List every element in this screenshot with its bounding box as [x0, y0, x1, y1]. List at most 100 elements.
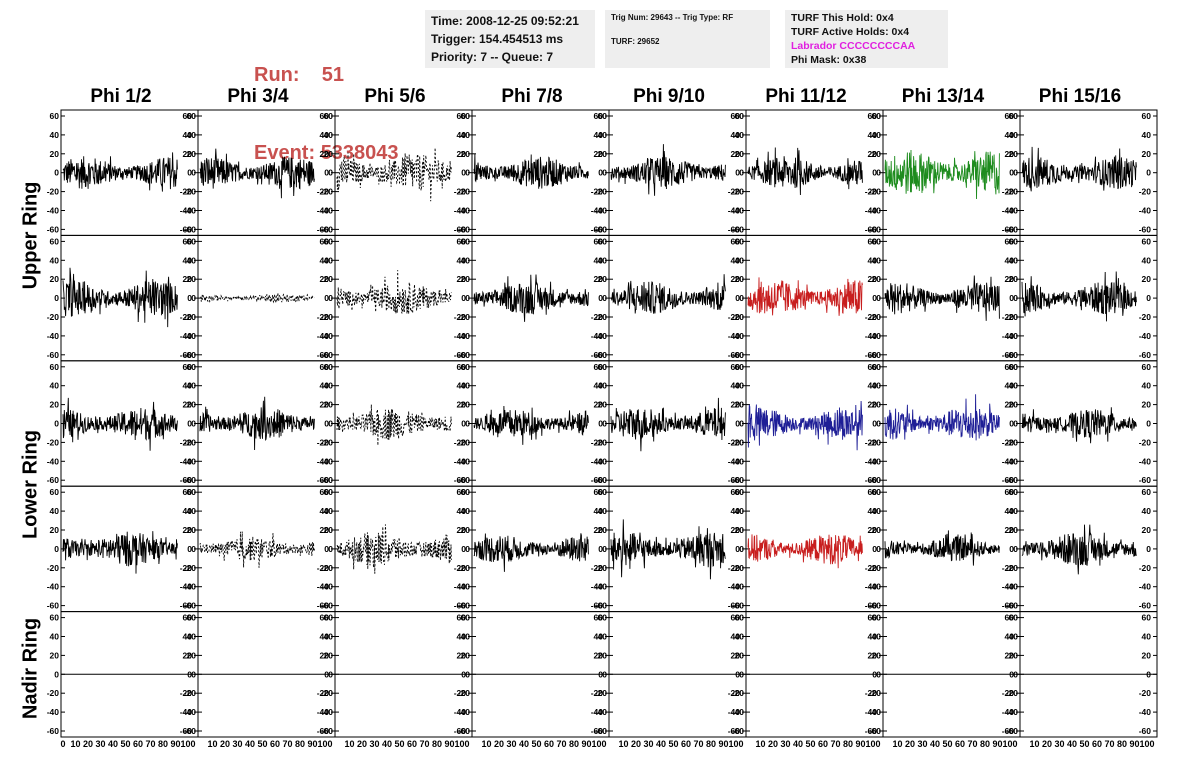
y-tick-label-left: -60 [458, 350, 471, 360]
time-info-box: Time: 2008-12-25 09:52:21 Trigger: 154.4… [425, 10, 595, 68]
y-tick-label-left: 60 [461, 236, 471, 246]
y-tick-label-right: 20 [868, 400, 878, 410]
y-tick-label-left: 60 [1009, 236, 1019, 246]
y-tick-label-left: -20 [184, 563, 197, 573]
y-tick-label-right: -40 [865, 456, 878, 466]
y-tick-label-right: 0 [872, 419, 877, 429]
y-tick-label-right: 20 [594, 525, 604, 535]
y-tick-label-left: 0 [328, 419, 333, 429]
y-tick-label-left: 40 [598, 506, 608, 516]
y-tick-label-right: -20 [180, 187, 193, 197]
y-tick-label-right: 60 [594, 613, 604, 623]
y-tick-label-right: 60 [594, 111, 604, 121]
y-tick-label-left: -60 [321, 350, 334, 360]
y-tick-label-left: 20 [735, 149, 745, 159]
y-tick-label-right: 20 [457, 525, 467, 535]
y-tick-label-right: -20 [591, 312, 604, 322]
y-tick-label-left: -40 [1006, 582, 1019, 592]
x-tick-label: 30 [917, 739, 927, 749]
y-tick-label-right: 60 [320, 613, 330, 623]
y-tick-label-right: 0 [1009, 544, 1014, 554]
y-tick-label-right: -20 [865, 437, 878, 447]
x-tick-label: 20 [631, 739, 641, 749]
y-tick-label-left: -20 [869, 187, 882, 197]
y-tick-label-left: 20 [324, 400, 334, 410]
y-tick-label-left: -60 [732, 601, 745, 611]
x-tick-label: 70 [1104, 739, 1114, 749]
y-tick-label-left: 0 [328, 168, 333, 178]
y-tick-label-right: -60 [1002, 726, 1015, 736]
y-tick-label-right: -20 [1139, 187, 1152, 197]
y-tick-label-right: -60 [865, 601, 878, 611]
y-tick-label-left: -60 [321, 726, 334, 736]
y-tick-label-left: 0 [602, 168, 607, 178]
y-tick-label-right: 60 [183, 236, 193, 246]
y-tick-label-left: 60 [324, 487, 334, 497]
y-tick-label-right: 20 [868, 525, 878, 535]
y-tick-label-right: 60 [1142, 487, 1152, 497]
y-tick-label-left: -20 [321, 688, 334, 698]
y-tick-label-left: -20 [458, 688, 471, 698]
y-tick-label-left: -40 [184, 456, 197, 466]
y-tick-label-right: -40 [1139, 582, 1152, 592]
y-tick-label-left: 20 [50, 400, 60, 410]
waveform-trace [1021, 407, 1137, 444]
x-tick-label: 70 [693, 739, 703, 749]
y-tick-label-right: -40 [591, 582, 604, 592]
y-tick-label-right: -60 [591, 224, 604, 234]
y-tick-label-left: 20 [461, 400, 471, 410]
y-tick-label-left: 0 [54, 419, 59, 429]
y-tick-label-left: 60 [324, 111, 334, 121]
waveform-trace [336, 524, 452, 574]
x-tick-label: 40 [656, 739, 666, 749]
y-tick-label-left: -20 [595, 187, 608, 197]
waveform-trace [1021, 524, 1137, 575]
waveform-trace [199, 531, 315, 568]
turf-this-hold-text: TURF This Hold: 0x4 [791, 12, 894, 24]
y-tick-label-right: 0 [1146, 168, 1151, 178]
y-tick-label-right: 0 [324, 168, 329, 178]
x-tick-label: 80 [980, 739, 990, 749]
x-tick-label: 90 [992, 739, 1002, 749]
y-tick-label-left: 0 [876, 669, 881, 679]
y-tick-label-right: 0 [1146, 293, 1151, 303]
y-tick-label-right: -20 [865, 688, 878, 698]
x-tick-label: 10 [70, 739, 80, 749]
y-tick-label-left: 60 [872, 487, 882, 497]
y-tick-label-right: -60 [728, 726, 741, 736]
y-tick-label-left: 40 [50, 506, 60, 516]
x-tick-label: 10 [207, 739, 217, 749]
labrador-text: Labrador CCCCCCCCAA [791, 40, 916, 52]
y-tick-label-left: 40 [598, 130, 608, 140]
y-tick-label-left: -40 [321, 456, 334, 466]
y-tick-label-left: 0 [328, 669, 333, 679]
y-tick-label-left: 0 [876, 293, 881, 303]
x-tick-label: 90 [444, 739, 454, 749]
y-tick-label-right: 0 [1009, 419, 1014, 429]
x-tick-label: 100 [180, 739, 195, 749]
y-tick-label-right: -60 [1139, 350, 1152, 360]
y-tick-label-right: -40 [1139, 707, 1152, 717]
waveform-trace [62, 531, 178, 574]
y-tick-label-right: 20 [320, 274, 330, 284]
y-tick-label-left: 20 [872, 525, 882, 535]
y-tick-label-left: 40 [50, 255, 60, 265]
y-tick-label-right: -40 [1002, 206, 1015, 216]
y-tick-label-right: 0 [324, 544, 329, 554]
x-tick-label: 70 [967, 739, 977, 749]
y-tick-label-left: -60 [184, 224, 197, 234]
y-tick-label-right: 60 [1142, 613, 1152, 623]
turf-num-text: TURF: 29652 [611, 37, 660, 46]
y-tick-label-right: -40 [1002, 707, 1015, 717]
waveform-trace [747, 400, 863, 451]
y-tick-label-right: -60 [591, 475, 604, 485]
y-tick-label-left: 60 [461, 111, 471, 121]
y-tick-label-right: -20 [317, 563, 330, 573]
